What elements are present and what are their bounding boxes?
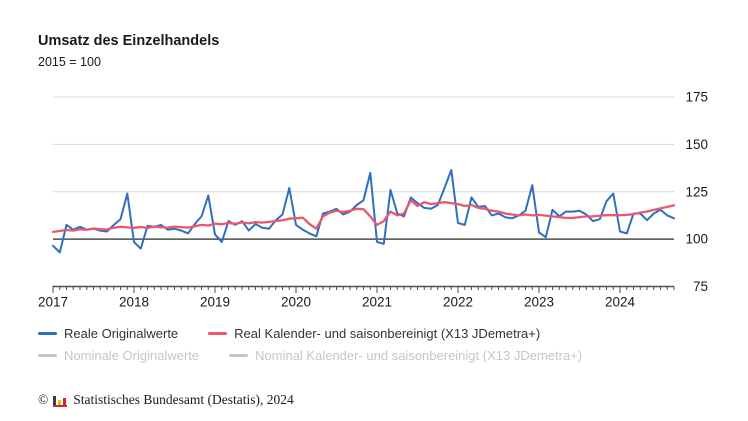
x-axis-label: 2024 xyxy=(605,295,636,310)
y-axis-label: 150 xyxy=(685,137,708,152)
x-axis-label: 2018 xyxy=(119,295,149,310)
x-axis-label: 2021 xyxy=(362,295,392,310)
x-axis-label: 2022 xyxy=(443,295,473,310)
chart-title: Umsatz des Einzelhandels xyxy=(38,33,220,49)
copyright-symbol: © xyxy=(38,392,49,407)
y-axis-label: 75 xyxy=(693,279,708,294)
legend-row-active: Reale Originalwerte Real Kalender- und s… xyxy=(38,322,738,344)
legend-swatch-gray xyxy=(38,353,57,357)
x-axis-label: 2017 xyxy=(38,295,68,310)
legend-item-reale-originalwerte[interactable]: Reale Originalwerte xyxy=(38,326,178,341)
data-line-real-saisonbereinigt[interactable] xyxy=(51,199,676,234)
x-axis-label: 2019 xyxy=(200,295,230,310)
legend-row-disabled: Nominale Originalwerte Nominal Kalender-… xyxy=(38,344,738,366)
legend-swatch-blue xyxy=(38,331,57,335)
x-axis-label: 2023 xyxy=(524,295,554,310)
legend-item-nominal-saisonbereinigt[interactable]: Nominal Kalender- und saisonbereinigt (X… xyxy=(229,348,582,363)
legend-label: Reale Originalwerte xyxy=(64,325,179,341)
x-axis-label: 2020 xyxy=(281,295,311,310)
legend-swatch-gray xyxy=(229,353,249,357)
legend-item-real-saisonbereinigt[interactable]: Real Kalender- und saisonbereinigt (X13 … xyxy=(208,326,540,341)
legend-label: Real Kalender- und saisonbereinigt (X13 … xyxy=(234,325,541,341)
legend-swatch-red xyxy=(208,331,228,335)
data-line-reale-originalwerte[interactable] xyxy=(52,169,675,254)
legend-item-nominale-originalwerte[interactable]: Nominale Originalwerte xyxy=(38,348,199,363)
y-axis-label: 175 xyxy=(685,90,708,105)
y-axis-label: 100 xyxy=(685,232,708,247)
source-attribution: © Statistisches Bundesamt (Destatis), 20… xyxy=(38,392,294,408)
legend-label: Nominale Originalwerte xyxy=(64,347,200,363)
y-axis-label: 125 xyxy=(685,184,708,199)
chart-legend: Reale Originalwerte Real Kalender- und s… xyxy=(38,322,738,366)
legend-label: Nominal Kalender- und saisonbereinigt (X… xyxy=(255,347,583,363)
source-text: Statistisches Bundesamt (Destatis), 2024 xyxy=(73,392,294,407)
destatis-logo-icon xyxy=(53,394,68,407)
chart-subtitle: 2015 = 100 xyxy=(38,55,101,69)
